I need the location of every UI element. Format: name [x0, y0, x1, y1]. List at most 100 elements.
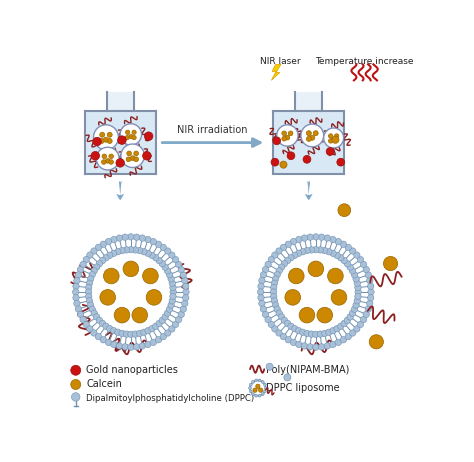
- Circle shape: [296, 237, 302, 243]
- Circle shape: [169, 298, 175, 304]
- Circle shape: [159, 261, 165, 267]
- Circle shape: [268, 256, 274, 263]
- Circle shape: [365, 272, 372, 278]
- Circle shape: [105, 339, 112, 346]
- Text: Dipalmitoylphosphatidylcholine (DPPC): Dipalmitoylphosphatidylcholine (DPPC): [86, 394, 255, 403]
- Circle shape: [313, 131, 318, 136]
- Circle shape: [383, 256, 398, 271]
- Circle shape: [259, 300, 265, 307]
- Circle shape: [276, 310, 283, 316]
- Circle shape: [86, 285, 92, 291]
- Circle shape: [172, 321, 179, 328]
- Circle shape: [134, 157, 138, 162]
- Circle shape: [271, 293, 277, 300]
- Circle shape: [274, 250, 357, 334]
- Circle shape: [276, 248, 282, 254]
- Circle shape: [252, 381, 255, 383]
- Circle shape: [360, 261, 367, 267]
- Circle shape: [266, 363, 273, 370]
- Circle shape: [145, 341, 151, 347]
- Circle shape: [265, 316, 271, 323]
- Circle shape: [295, 250, 302, 256]
- Circle shape: [127, 151, 131, 156]
- Circle shape: [306, 136, 311, 141]
- Circle shape: [335, 238, 341, 245]
- Circle shape: [335, 339, 341, 346]
- Circle shape: [301, 124, 324, 147]
- Circle shape: [182, 277, 188, 284]
- Circle shape: [182, 300, 188, 307]
- Circle shape: [280, 244, 287, 250]
- Circle shape: [313, 344, 319, 350]
- Circle shape: [150, 339, 156, 346]
- Circle shape: [341, 257, 347, 264]
- Circle shape: [282, 131, 287, 136]
- Circle shape: [349, 248, 356, 254]
- Circle shape: [273, 137, 281, 145]
- Circle shape: [285, 135, 290, 140]
- Circle shape: [132, 247, 138, 253]
- Circle shape: [100, 320, 106, 327]
- Circle shape: [289, 268, 304, 284]
- Circle shape: [73, 295, 79, 301]
- Circle shape: [287, 152, 295, 160]
- Circle shape: [170, 289, 176, 295]
- Circle shape: [107, 325, 113, 332]
- Circle shape: [351, 272, 358, 278]
- Circle shape: [288, 255, 294, 261]
- Circle shape: [89, 250, 173, 334]
- Circle shape: [324, 235, 330, 241]
- Circle shape: [123, 247, 130, 253]
- Circle shape: [162, 314, 168, 320]
- Circle shape: [355, 293, 361, 300]
- Circle shape: [128, 331, 134, 338]
- Circle shape: [300, 249, 306, 255]
- Circle shape: [326, 147, 334, 155]
- Circle shape: [260, 306, 266, 312]
- Circle shape: [282, 136, 287, 141]
- Text: NIR laser: NIR laser: [260, 57, 301, 66]
- Circle shape: [349, 267, 356, 274]
- Circle shape: [360, 316, 367, 323]
- Circle shape: [91, 152, 100, 160]
- Circle shape: [110, 341, 117, 347]
- Circle shape: [368, 289, 374, 295]
- Circle shape: [328, 134, 333, 138]
- Circle shape: [103, 323, 109, 329]
- Circle shape: [71, 379, 81, 389]
- Circle shape: [347, 264, 353, 270]
- Circle shape: [134, 151, 138, 156]
- Circle shape: [156, 320, 163, 327]
- Circle shape: [107, 132, 112, 137]
- Circle shape: [255, 394, 257, 397]
- Text: DPPC liposome: DPPC liposome: [266, 383, 340, 393]
- Circle shape: [91, 248, 97, 254]
- Circle shape: [274, 306, 281, 312]
- Circle shape: [156, 257, 163, 264]
- Circle shape: [155, 241, 162, 248]
- Circle shape: [363, 267, 369, 273]
- Circle shape: [369, 334, 383, 349]
- Text: NIR irradiation: NIR irradiation: [177, 126, 248, 135]
- Circle shape: [277, 125, 298, 146]
- Circle shape: [357, 256, 364, 263]
- Circle shape: [105, 238, 112, 245]
- Circle shape: [284, 320, 291, 327]
- Circle shape: [120, 124, 142, 145]
- Circle shape: [141, 249, 147, 255]
- Circle shape: [319, 344, 325, 350]
- Text: Temperature increase: Temperature increase: [315, 57, 413, 66]
- Circle shape: [89, 272, 95, 278]
- Circle shape: [299, 307, 315, 323]
- Circle shape: [74, 300, 80, 307]
- Circle shape: [168, 302, 174, 308]
- Circle shape: [330, 237, 336, 243]
- Circle shape: [313, 246, 319, 253]
- Circle shape: [296, 341, 302, 347]
- Circle shape: [75, 272, 82, 278]
- Circle shape: [169, 252, 175, 258]
- Circle shape: [169, 326, 175, 332]
- Circle shape: [313, 234, 319, 240]
- Circle shape: [125, 135, 129, 140]
- Circle shape: [259, 277, 265, 284]
